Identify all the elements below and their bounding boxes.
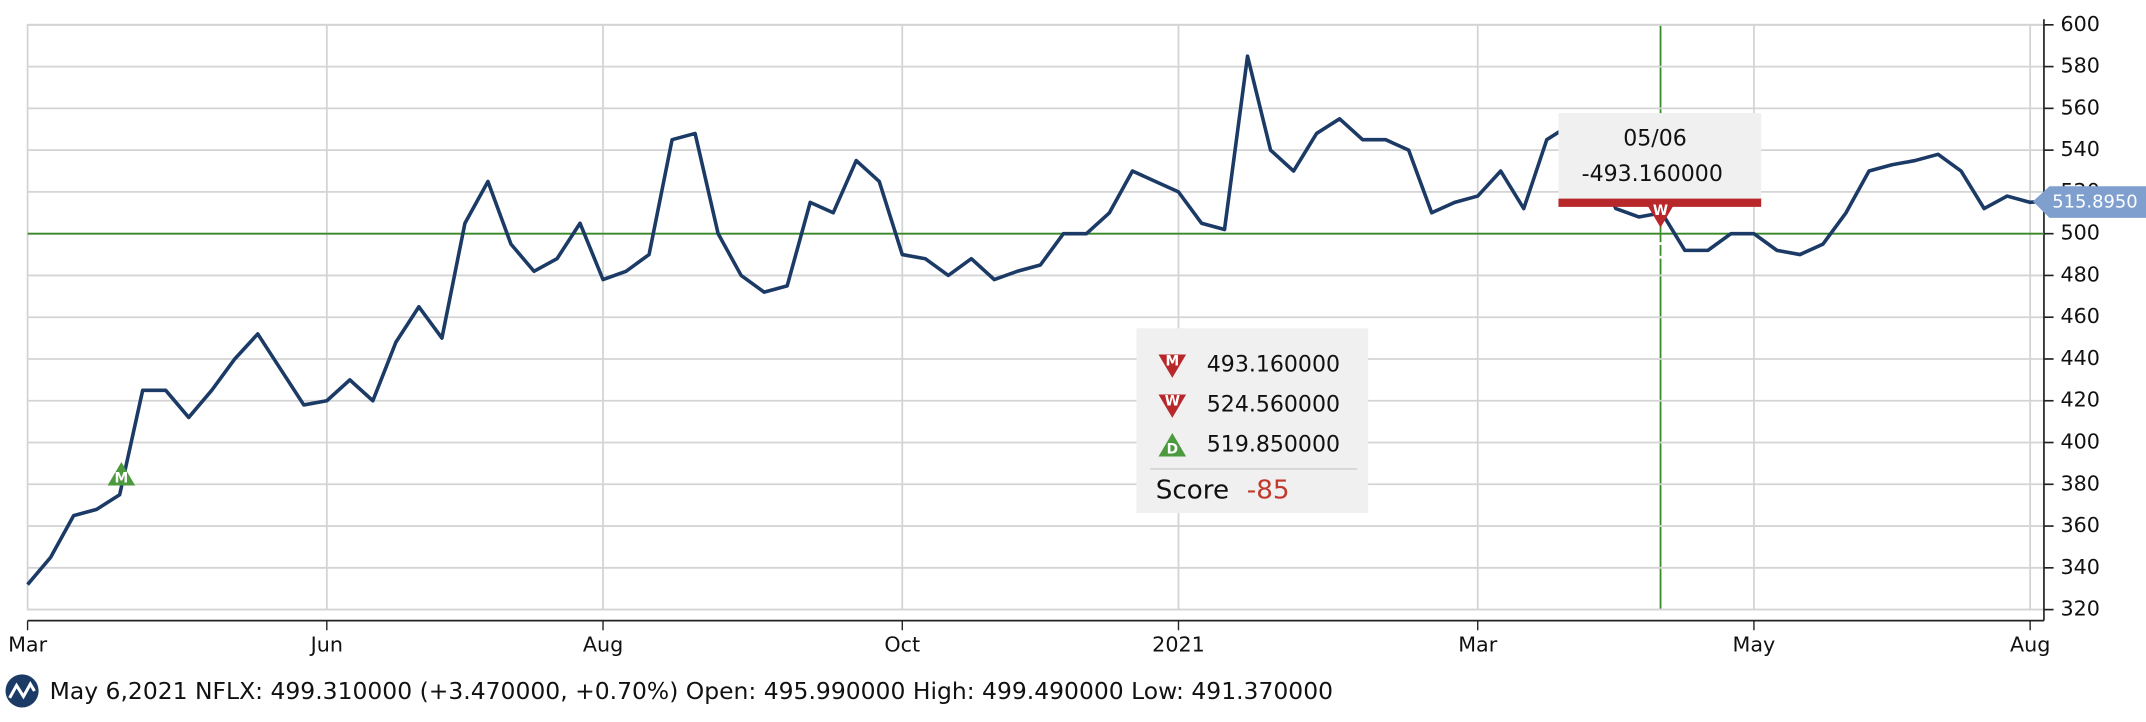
y-tick-label: 360 — [2060, 513, 2099, 537]
signal-triangle — [1158, 354, 1187, 378]
signal-value: 524.560000 — [1207, 392, 1340, 417]
tooltip-box — [1558, 113, 1762, 202]
signal-letter: M — [1165, 353, 1179, 369]
y-tick-label: 340 — [2060, 555, 2099, 579]
tooltip-date: 05/06 — [1623, 126, 1687, 151]
signal-value: 519.850000 — [1207, 432, 1340, 457]
x-tick-label: Mar — [8, 632, 48, 656]
x-tick-label: Oct — [884, 632, 920, 656]
x-tick-label: 2021 — [1152, 632, 1205, 656]
signal-icon: M — [107, 462, 136, 487]
last-price-label: 515.8950 — [2052, 192, 2137, 213]
y-tick-label: 460 — [2060, 304, 2099, 328]
signal-value: 493.160000 — [1207, 352, 1340, 377]
x-tick-label: Aug — [2010, 632, 2050, 656]
signal-icon: M — [1158, 353, 1187, 378]
signal-icon: W — [1646, 203, 1675, 228]
logo — [5, 674, 39, 708]
y-tick-label: 380 — [2060, 471, 2099, 495]
signal-icon: D — [1158, 433, 1187, 458]
y-tick-label: 600 — [2060, 12, 2099, 36]
signal-letter: D — [1167, 442, 1178, 458]
x-tick-label: Jun — [309, 632, 343, 656]
last-price-tag — [2032, 186, 2146, 218]
logo-wave — [8, 681, 36, 700]
y-tick-label: 560 — [2060, 95, 2099, 119]
price-line — [26, 54, 2054, 586]
signal-triangle — [1158, 433, 1187, 457]
y-tick-label: 480 — [2060, 262, 2099, 286]
x-tick-label: May — [1733, 632, 1776, 656]
y-tick-label: 320 — [2060, 597, 2099, 621]
y-tick-label: 540 — [2060, 137, 2099, 161]
y-tick-label: 440 — [2060, 346, 2099, 370]
signal-triangle — [107, 462, 136, 486]
tooltip-bar — [1558, 198, 1762, 207]
y-tick-label: 420 — [2060, 388, 2099, 412]
y-tick-label: 580 — [2060, 54, 2099, 78]
score-value: -85 — [1247, 475, 1290, 505]
signal-icon: W — [1158, 393, 1187, 418]
score-label: Score — [1156, 475, 1229, 505]
tooltip-value: -493.160000 — [1582, 162, 1723, 187]
signal-triangle — [1158, 394, 1187, 418]
y-tick-label: 500 — [2060, 221, 2099, 245]
y-tick-label: 400 — [2060, 430, 2099, 454]
signal-triangle — [1646, 204, 1675, 228]
hover-point — [1652, 242, 1669, 259]
signal-letter: M — [115, 471, 129, 487]
x-tick-label: Aug — [583, 632, 623, 656]
signal-letter: W — [1653, 203, 1668, 219]
signal-letter: W — [1165, 393, 1180, 409]
x-tick-label: Mar — [1458, 632, 1498, 656]
status-text: May 6,2021 NFLX: 499.310000 (+3.470000, … — [50, 677, 1333, 705]
